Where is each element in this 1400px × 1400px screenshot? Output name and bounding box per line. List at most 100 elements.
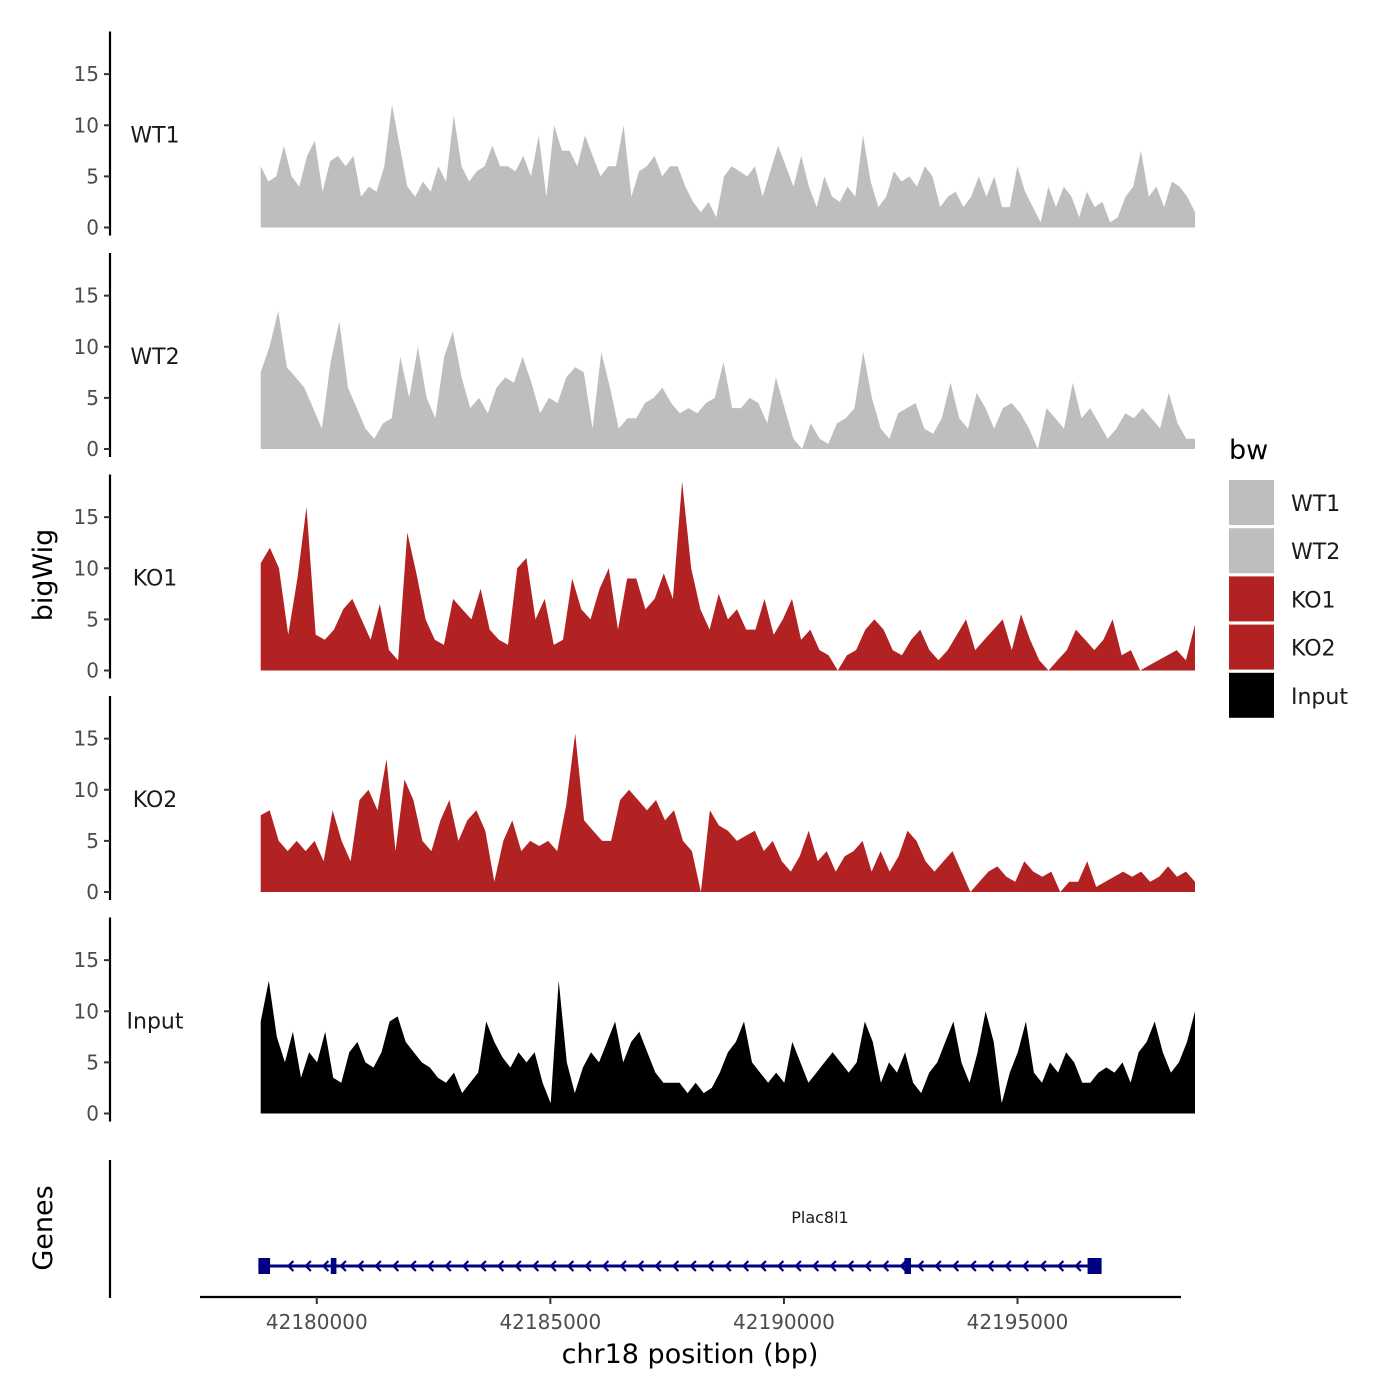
strand-arrow-icon (951, 1260, 960, 1272)
coverage-area-wt2 (260, 311, 1195, 449)
strand-arrow-icon (339, 1260, 347, 1272)
y-tick-label: 5 (86, 607, 99, 631)
x-tick-label: 42180000 (266, 1310, 368, 1334)
gene-model: Plac8l1 (258, 1208, 1102, 1274)
track-input: 0 5 10 15 Input (74, 917, 1195, 1126)
track-ko2: 0 5 10 15 KO2 (74, 696, 1195, 904)
strand-arrow-icon (724, 1260, 732, 1272)
strand-arrow-icon (829, 1260, 837, 1272)
y-tick-label: 15 (74, 284, 99, 308)
strand-arrow-icon (426, 1260, 435, 1272)
strand-arrow-icon (689, 1260, 697, 1272)
gene-exon (904, 1258, 911, 1274)
strand-arrow-icon (549, 1260, 557, 1272)
coverage-area-input (260, 980, 1195, 1114)
y-tick-label: 15 (74, 505, 99, 529)
y-tick-label: 0 (86, 880, 99, 904)
gene-exon (1087, 1258, 1102, 1274)
coverage-area-ko2 (260, 733, 1195, 892)
legend-title: bw (1229, 435, 1268, 466)
legend-label: WT2 (1291, 540, 1340, 565)
track-label: Input (127, 1010, 184, 1035)
y-tick-label: 10 (74, 113, 99, 137)
strand-arrow-icon (374, 1260, 382, 1272)
strand-arrow-icon (1074, 1260, 1082, 1272)
track-wt2: 0 5 10 15 WT2 (74, 253, 1195, 461)
genes-axis-title: Genes (28, 1185, 59, 1270)
y-tick-label: 5 (86, 829, 99, 853)
strand-arrow-icon (1004, 1260, 1012, 1272)
coverage-tracks: 0 5 10 15 WT1 0 5 10 15 WT2 0 5 10 15 KO1 0 5 10 15 KO2 0 5 10… (74, 31, 1195, 1126)
strand-arrow-icon (286, 1260, 295, 1272)
legend-swatch (1229, 480, 1274, 525)
gene-panel: Plac8l1 (108, 1160, 1102, 1298)
strand-arrow-icon (321, 1260, 330, 1272)
strand-arrow-icon (304, 1260, 312, 1272)
y-tick-label: 5 (86, 164, 99, 188)
gene-name-label: Plac8l1 (791, 1208, 849, 1227)
strand-arrow-icon (776, 1260, 785, 1272)
strand-arrow-icon (706, 1260, 715, 1272)
strand-arrow-icon (864, 1260, 872, 1272)
legend-swatch (1229, 672, 1274, 718)
strand-arrow-icon (759, 1260, 767, 1272)
strand-arrow-icon (969, 1260, 977, 1272)
y-tick-label: 0 (86, 216, 99, 240)
y-tick-label: 15 (74, 62, 99, 86)
strand-arrow-icon (1021, 1260, 1030, 1272)
track-label: KO1 (133, 567, 178, 592)
y-tick-label: 0 (86, 659, 99, 683)
track-label: WT1 (130, 124, 179, 149)
strand-arrow-icon (741, 1260, 750, 1272)
y-tick-label: 10 (74, 556, 99, 580)
y-tick-label: 15 (74, 727, 99, 751)
legend-label: WT1 (1291, 492, 1340, 517)
track-label: WT2 (130, 345, 179, 370)
track-label: KO2 (133, 788, 178, 813)
y-tick-label: 10 (74, 335, 99, 359)
y-tick-label: 5 (86, 1050, 99, 1074)
legend: bw WT1 WT2 KO1 KO2 Input (1229, 435, 1348, 718)
coverage-area-wt1 (260, 104, 1195, 228)
strand-arrow-icon (1056, 1260, 1065, 1272)
gene-exon (330, 1258, 337, 1274)
strand-arrow-icon (531, 1260, 540, 1272)
legend-swatch (1229, 576, 1274, 622)
strand-arrow-icon (619, 1260, 627, 1272)
legend-label: KO1 (1291, 588, 1336, 613)
x-axis-title: chr18 position (bp) (562, 1339, 819, 1370)
x-tick-label: 42185000 (499, 1310, 601, 1334)
strand-arrow-icon (671, 1260, 680, 1272)
legend-swatch (1229, 528, 1274, 574)
strand-arrow-icon (391, 1260, 400, 1272)
strand-arrow-icon (794, 1260, 802, 1272)
y-axis-title: bigWig (28, 529, 59, 622)
strand-arrow-icon (654, 1260, 662, 1272)
strand-arrow-icon (444, 1260, 452, 1272)
strand-arrow-icon (461, 1260, 470, 1272)
x-axis: 42180000 42185000 42190000 42195000 (200, 1295, 1181, 1334)
strand-arrow-icon (899, 1260, 907, 1272)
strand-arrow-icon (881, 1260, 890, 1272)
strand-arrow-icon (566, 1260, 575, 1272)
strand-arrow-icon (636, 1260, 645, 1272)
x-tick-label: 42195000 (967, 1310, 1069, 1334)
y-tick-label: 0 (86, 437, 99, 461)
strand-arrow-icon (601, 1260, 610, 1272)
legend-swatch (1229, 624, 1274, 670)
strand-arrow-icon (584, 1260, 592, 1272)
track-ko1: 0 5 10 15 KO1 (74, 474, 1195, 683)
strand-arrow-icon (934, 1260, 942, 1272)
strand-arrow-icon (479, 1260, 487, 1272)
gene-exon (258, 1258, 271, 1274)
legend-label: KO2 (1291, 637, 1336, 662)
strand-arrow-icon (409, 1260, 417, 1272)
strand-arrow-icon (514, 1260, 522, 1272)
track-wt1: 0 5 10 15 WT1 (74, 31, 1195, 240)
strand-arrow-icon (1039, 1260, 1047, 1272)
strand-arrow-icon (986, 1260, 995, 1272)
strand-arrow-icon (916, 1260, 925, 1272)
legend-label: Input (1291, 685, 1348, 710)
